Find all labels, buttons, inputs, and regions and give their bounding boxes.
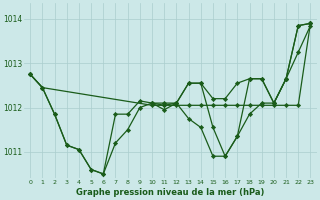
X-axis label: Graphe pression niveau de la mer (hPa): Graphe pression niveau de la mer (hPa) <box>76 188 265 197</box>
